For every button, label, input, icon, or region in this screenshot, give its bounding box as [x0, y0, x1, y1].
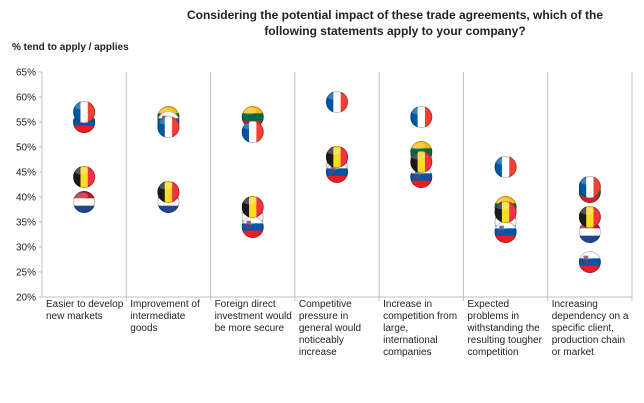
netherlands-flag-marker [73, 191, 96, 213]
netherlands-marker-rim [73, 191, 96, 213]
y-tick-label: 35% [16, 218, 36, 229]
france-marker-rim [157, 116, 180, 138]
france-flag-marker [578, 176, 601, 198]
slovenia-flag-marker [241, 216, 264, 238]
slovenia-flag-marker [494, 221, 517, 243]
y-tick-label: 45% [16, 168, 36, 179]
belgium-flag-marker [157, 181, 180, 203]
x-category-label: Easier to develop new markets [46, 299, 124, 322]
y-tick-label: 50% [16, 143, 36, 154]
belgium-flag-marker [578, 206, 601, 228]
belgium-marker-rim [578, 206, 601, 228]
x-category-label: Increasing dependency on a specific clie… [551, 299, 629, 358]
belgium-flag-marker [410, 151, 433, 173]
france-marker-rim [494, 156, 517, 178]
x-category-label: Foreign direct investment would be more … [214, 299, 292, 334]
x-category-label: Expected problems in withstanding the re… [467, 299, 542, 358]
belgium-flag-marker [241, 196, 264, 218]
x-category-label: Competitive pressure in general would no… [298, 299, 362, 358]
france-marker-rim [578, 176, 601, 198]
france-flag-marker [241, 121, 264, 143]
france-flag-marker [494, 156, 517, 178]
x-category-label: Increase in competition from large, inte… [383, 299, 458, 358]
france-marker-rim [410, 106, 433, 128]
france-flag-marker [326, 91, 348, 113]
france-marker-rim [326, 91, 348, 113]
france-marker-rim [73, 101, 96, 123]
france-flag-marker [157, 116, 180, 138]
belgium-flag-marker [73, 166, 96, 188]
y-tick-label: 40% [16, 193, 36, 204]
belgium-marker-rim [326, 146, 348, 168]
y-tick-label: 20% [16, 293, 36, 304]
belgium-marker-rim [241, 196, 264, 218]
chart-title: Considering the potential impact of thes… [186, 8, 604, 38]
france-marker-rim [241, 121, 264, 143]
y-axis-label: % tend to apply / applies [12, 42, 129, 53]
slovenia-marker-rim [578, 251, 601, 273]
y-tick-label: 30% [16, 243, 36, 254]
y-tick-label: 60% [16, 93, 36, 104]
y-tick-label: 25% [16, 268, 36, 279]
belgium-marker-rim [157, 181, 180, 203]
y-tick-label: 55% [16, 118, 36, 129]
france-flag-marker [410, 106, 433, 128]
belgium-marker-rim [410, 151, 433, 173]
slovenia-flag-marker [578, 251, 601, 273]
france-flag-marker [73, 101, 96, 123]
x-category-label: Improvement of intermediate goods [130, 299, 200, 334]
y-tick-label: 65% [16, 68, 36, 79]
belgium-flag-marker [494, 201, 517, 223]
belgium-marker-rim [494, 201, 517, 223]
belgium-marker-rim [73, 166, 96, 188]
belgium-flag-marker [326, 146, 348, 168]
